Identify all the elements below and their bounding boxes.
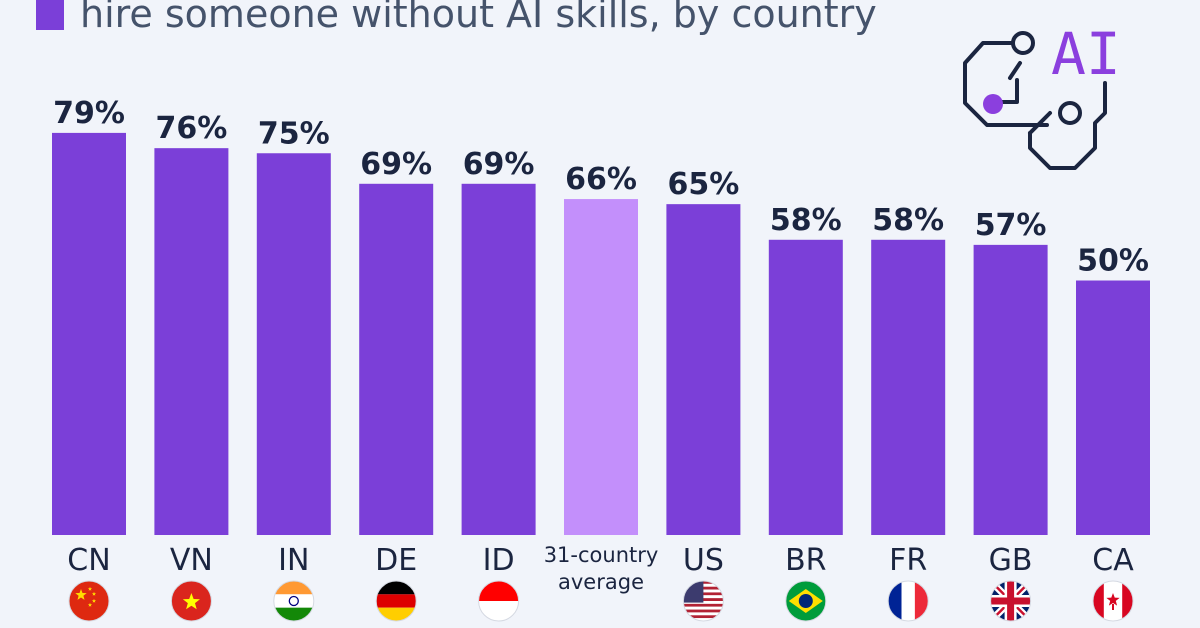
brazil-flag-icon [785,581,826,621]
bar-fr [871,239,946,535]
category-label: DE [375,543,417,578]
data-label: 69% [463,147,535,182]
data-label: 75% [258,116,330,151]
category-label: ID [483,543,515,578]
data-label: 79% [53,96,125,131]
bar-31-country-average [564,199,638,535]
category-label: 31-country [544,543,659,567]
category-label: VN [170,543,213,578]
vietnam-flag-icon [171,581,212,621]
bar-in [256,153,331,535]
bar-us [666,204,741,535]
uk-flag-icon [990,581,1031,621]
bar-ca [1076,280,1150,535]
canada-flag-icon [1093,581,1133,621]
data-label: 58% [770,203,842,238]
category-label: CA [1092,543,1134,578]
bar-de [359,183,434,536]
category-label: CN [67,543,110,578]
data-label: 66% [565,162,637,197]
legend-swatch [36,0,64,30]
germany-flag-icon [376,581,417,621]
category-label: BR [785,543,826,578]
data-label: 76% [155,111,227,146]
legend-text: hire someone without AI skills, by count… [80,0,877,36]
indonesia-flag-icon [478,581,519,621]
category-label: US [683,543,724,578]
ai-logo-text: AI [1051,20,1121,88]
data-label: 57% [975,208,1047,243]
data-label: 65% [667,167,739,202]
bar-gb [973,244,1048,535]
bar-vn [154,148,229,535]
ai-circuit-icon: AI [963,20,1121,170]
bar-id [461,183,536,536]
bar-br [768,239,843,535]
data-label: 58% [872,203,944,238]
france-flag-icon [888,581,929,621]
china-flag-icon [69,581,109,621]
data-label: 50% [1077,244,1149,279]
category-label: IN [278,543,309,578]
data-label: 69% [360,147,432,182]
category-label: GB [989,543,1033,578]
category-label: FR [889,543,927,578]
india-flag-icon [273,581,314,621]
bar-cn [52,132,126,535]
category-label: average [558,570,644,594]
